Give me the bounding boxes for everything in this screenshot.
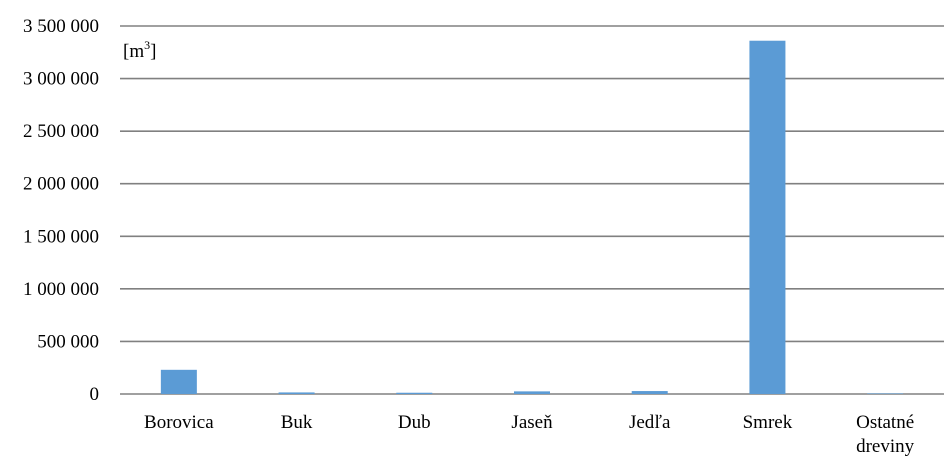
unit-label-superscript: 3 [144,38,150,52]
unit-label: [m3] [123,38,156,62]
unit-label-close: ] [150,41,156,62]
gridlines [120,25,944,395]
bar-7 [867,393,904,394]
y-axis-tick-labels: 0 500 000 1 000 000 1 500 000 2 000 000 2 500… [23,16,99,405]
x-category-label: Jaseň [511,412,553,433]
y-tick-label: 1 000 000 [23,279,99,300]
x-category-label: Buk [281,412,313,433]
bars [160,40,904,394]
y-tick-label: 500 000 [37,331,99,352]
y-tick-label: 0 [90,384,100,405]
x-axis-category-labels: Borovica Buk Dub Jaseň Jedľa Smrek Ostatné drev… [144,412,915,457]
y-tick-label: 3 000 000 [23,69,99,90]
x-category-label: Ostatné dreviny [856,412,915,457]
y-tick-label: 1 500 000 [23,226,99,247]
x-category-label: Borovica [144,412,214,433]
bar-4 [514,391,550,394]
y-tick-label: 2 000 000 [23,174,99,195]
unit-label-base: [m [123,41,144,62]
bar-5 [631,391,668,394]
x-category-label: Smrek [743,412,793,433]
bar-1 [160,369,197,394]
bar-6 [749,40,786,394]
y-tick-label: 3 500 000 [23,16,99,37]
x-category-label: Jedľa [629,412,671,433]
y-tick-label: 2 500 000 [23,121,99,142]
bar-2 [278,392,315,394]
bar-3 [396,392,433,394]
x-category-label: Dub [398,412,431,433]
